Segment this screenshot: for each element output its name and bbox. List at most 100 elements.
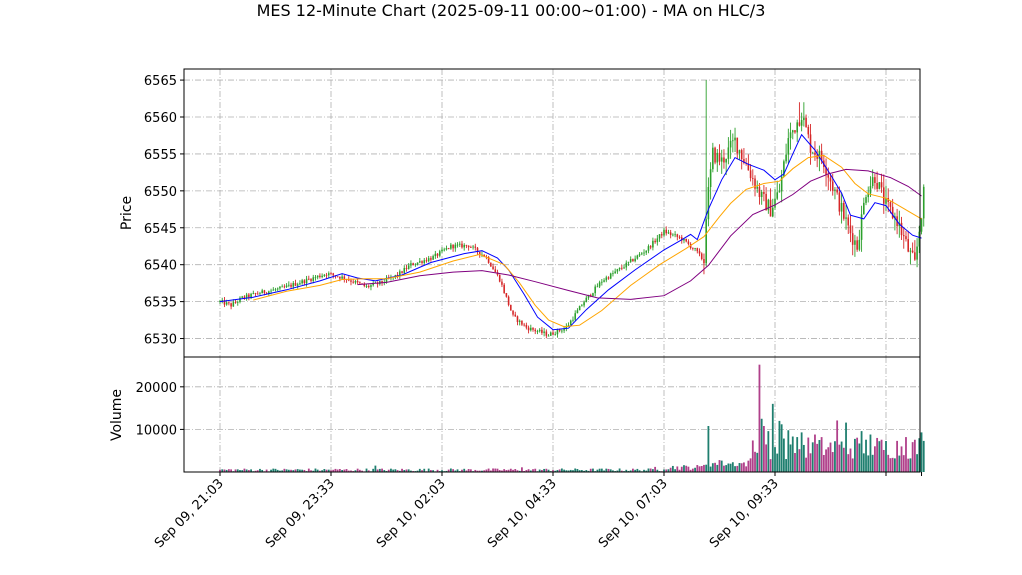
volume-bar <box>807 437 810 472</box>
candle-body <box>279 286 281 289</box>
volume-bar <box>716 464 719 472</box>
candle-body <box>268 291 270 294</box>
volume-bar <box>494 468 497 472</box>
candle-body <box>758 186 761 197</box>
volume-bar <box>785 459 787 472</box>
volume-bar <box>849 448 852 472</box>
candle-body <box>712 147 714 170</box>
volume-bar <box>512 469 514 472</box>
volume-bar <box>876 437 879 472</box>
volume-bar <box>842 447 845 472</box>
volume-bar <box>476 470 479 472</box>
volume-bar <box>665 469 668 472</box>
candle-body <box>527 327 530 331</box>
volume-bar <box>902 455 905 472</box>
candle-body <box>565 326 568 329</box>
volume-axis-label: Volume <box>109 389 125 441</box>
volume-bar <box>496 468 499 472</box>
candle-body <box>234 302 237 303</box>
candle-body <box>878 182 881 189</box>
volume-bar <box>416 470 419 472</box>
volume-bar <box>676 466 679 472</box>
volume-bar <box>565 470 568 472</box>
volume-bar <box>556 470 559 472</box>
candle-body <box>592 293 594 296</box>
volume-bar <box>474 469 477 472</box>
candle-body <box>616 269 619 272</box>
candle-body <box>794 130 796 133</box>
volume-bar <box>338 469 341 472</box>
volume-tick-label: 20000 <box>136 381 177 396</box>
candle-body <box>521 320 523 325</box>
candle-body <box>245 294 248 299</box>
candle-body <box>414 264 417 266</box>
candle-body <box>288 284 290 286</box>
candle-body <box>316 275 319 278</box>
volume-bar <box>865 439 867 472</box>
volume-bar <box>740 463 743 472</box>
volume-bar <box>838 444 841 472</box>
candle-body <box>581 305 583 307</box>
volume-bar <box>723 465 725 472</box>
volume-bar <box>463 468 466 472</box>
candle-body <box>299 283 301 285</box>
volume-bar <box>567 470 570 472</box>
price-y-axis: 6530 6535 6540 6545 6550 6555 6560 6565 <box>144 74 184 348</box>
volume-bar <box>534 468 537 472</box>
volume-bar <box>609 469 612 472</box>
volume-bar <box>834 441 836 472</box>
volume-bar <box>421 470 423 472</box>
candlestick-series <box>219 80 925 339</box>
volume-bar <box>276 469 279 472</box>
volume-bar <box>634 469 637 472</box>
volume-bar <box>365 468 368 472</box>
candle-body <box>660 234 663 236</box>
volume-bar <box>323 469 326 472</box>
volume-bar <box>236 469 239 472</box>
volume-bar <box>432 470 435 472</box>
volume-bar <box>652 469 654 472</box>
candle-body <box>698 251 701 254</box>
candle-body <box>838 192 841 212</box>
volume-bar <box>299 469 301 472</box>
candle-body <box>723 157 725 163</box>
volume-bar <box>398 470 401 472</box>
candle-body <box>863 202 865 215</box>
candle-body <box>507 296 510 305</box>
candle-body <box>669 232 672 235</box>
candle-body <box>692 248 694 249</box>
x-tick-label: Sep 10, 07:03 <box>596 476 671 551</box>
volume-bar <box>771 403 774 472</box>
candle-body <box>467 245 470 248</box>
volume-bar <box>731 462 734 472</box>
volume-bar <box>856 437 859 472</box>
volume-bar <box>314 468 317 472</box>
candle-body <box>738 150 741 154</box>
volume-bar <box>916 454 918 472</box>
candle-body <box>578 306 581 311</box>
volume-bar <box>461 469 463 472</box>
volume-bar <box>447 469 450 472</box>
candle-body <box>256 293 259 295</box>
volume-bar <box>636 468 639 472</box>
volume-bar <box>694 467 696 472</box>
volume-bar <box>669 467 672 472</box>
volume-bar <box>401 468 403 472</box>
candle-body <box>372 283 374 286</box>
volume-bar <box>698 466 701 472</box>
volume-bar <box>230 469 232 472</box>
volume-bar <box>663 469 665 472</box>
candle-body <box>716 152 719 163</box>
candle-body <box>902 235 905 237</box>
candle-body <box>292 283 295 287</box>
candle-body <box>720 157 723 162</box>
volume-bar <box>585 470 588 472</box>
candle-body <box>572 319 574 321</box>
candle-body <box>771 207 774 217</box>
candle-body <box>916 246 918 260</box>
candle-body <box>845 217 847 219</box>
candle-body <box>882 187 885 204</box>
candle-body <box>914 252 916 260</box>
volume-bars <box>219 364 925 472</box>
volume-bar <box>598 468 601 472</box>
